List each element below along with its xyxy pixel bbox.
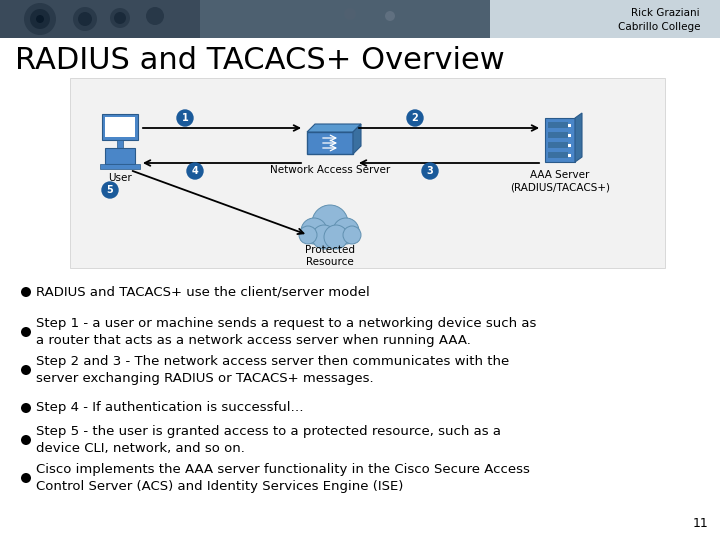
Bar: [490, 0, 720, 38]
Text: Network Access Server: Network Access Server: [270, 165, 390, 175]
Bar: [200, 0, 490, 38]
Bar: [548, 122, 568, 128]
Circle shape: [385, 11, 395, 21]
Bar: [568, 144, 571, 147]
Circle shape: [21, 327, 31, 337]
Circle shape: [114, 12, 126, 24]
Text: Step 4 - If authentication is successful…: Step 4 - If authentication is successful…: [36, 402, 304, 415]
Polygon shape: [575, 113, 582, 162]
Bar: [568, 154, 571, 157]
Bar: [70, 78, 665, 268]
Bar: [568, 134, 571, 137]
Circle shape: [24, 3, 56, 35]
Circle shape: [78, 12, 92, 26]
Circle shape: [21, 403, 31, 413]
Circle shape: [299, 226, 317, 244]
Circle shape: [343, 226, 361, 244]
Circle shape: [324, 225, 348, 249]
Text: RADIUS and TACACS+ Overview: RADIUS and TACACS+ Overview: [15, 46, 505, 75]
Text: 1: 1: [181, 113, 189, 123]
Circle shape: [21, 287, 31, 297]
Circle shape: [146, 7, 164, 25]
Text: Cisco implements the AAA server functionality in the Cisco Secure Access
Control: Cisco implements the AAA server function…: [36, 463, 530, 492]
Polygon shape: [353, 124, 361, 154]
Bar: [568, 124, 571, 127]
Bar: [0, 0, 490, 38]
Text: Protected
Resource: Protected Resource: [305, 245, 355, 267]
Bar: [117, 140, 123, 148]
Bar: [548, 142, 568, 148]
Text: AAA Server
(RADIUS/TACACS+): AAA Server (RADIUS/TACACS+): [510, 170, 610, 192]
Circle shape: [312, 225, 336, 249]
Circle shape: [301, 218, 327, 244]
Circle shape: [30, 9, 50, 29]
Bar: [105, 117, 135, 137]
FancyBboxPatch shape: [307, 132, 353, 154]
Text: 5: 5: [107, 185, 113, 195]
Text: RADIUS and TACACS+ use the client/server model: RADIUS and TACACS+ use the client/server…: [36, 286, 370, 299]
Circle shape: [407, 110, 423, 126]
Text: Step 1 - a user or machine sends a request to a networking device such as
a rout: Step 1 - a user or machine sends a reque…: [36, 317, 536, 347]
Bar: [545, 118, 575, 162]
Text: 2: 2: [412, 113, 418, 123]
Circle shape: [344, 8, 356, 20]
Text: 11: 11: [692, 517, 708, 530]
Bar: [105, 148, 135, 164]
Circle shape: [36, 15, 44, 23]
Circle shape: [187, 163, 203, 179]
Text: Step 5 - the user is granted access to a protected resource, such as a
device CL: Step 5 - the user is granted access to a…: [36, 426, 501, 455]
Circle shape: [21, 473, 31, 483]
Bar: [100, 164, 140, 169]
Circle shape: [333, 218, 359, 244]
Bar: [548, 132, 568, 138]
Circle shape: [102, 182, 118, 198]
Circle shape: [422, 163, 438, 179]
Circle shape: [73, 7, 97, 31]
Text: Step 2 and 3 - The network access server then communicates with the
server excha: Step 2 and 3 - The network access server…: [36, 355, 509, 384]
Circle shape: [21, 435, 31, 445]
Circle shape: [110, 8, 130, 28]
Bar: [548, 152, 568, 158]
Polygon shape: [307, 124, 361, 132]
Circle shape: [177, 110, 193, 126]
Text: 3: 3: [427, 166, 433, 176]
Circle shape: [21, 365, 31, 375]
Text: 4: 4: [192, 166, 199, 176]
Text: User: User: [108, 173, 132, 183]
Circle shape: [312, 205, 348, 241]
Text: Rick Graziani
Cabrillo College: Rick Graziani Cabrillo College: [618, 8, 700, 32]
Bar: [102, 114, 138, 140]
